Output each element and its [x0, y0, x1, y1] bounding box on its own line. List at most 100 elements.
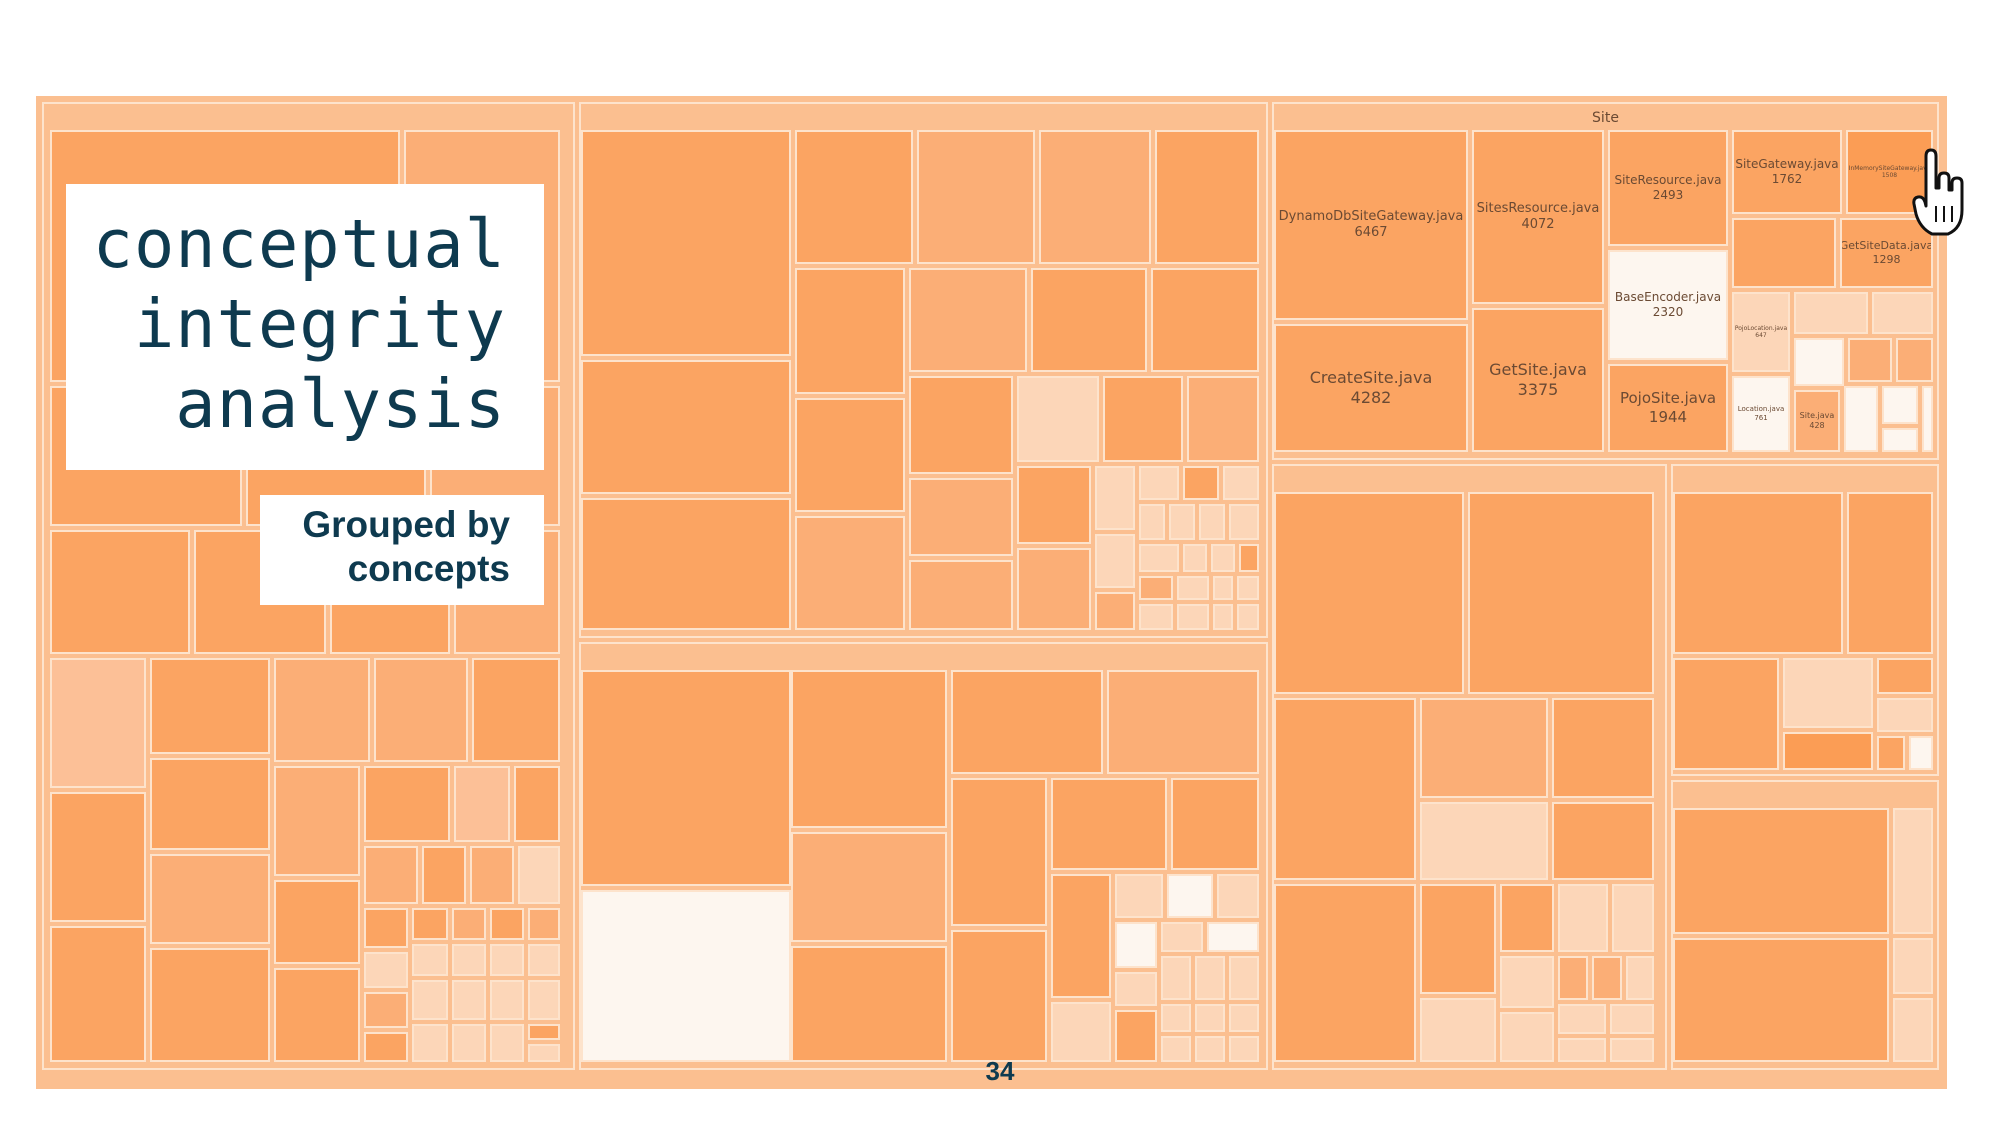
site-file-pojolocation[interactable]: PojoLocation.java 647 — [1732, 292, 1790, 372]
treemap-cell[interactable] — [1848, 338, 1892, 382]
treemap-cell[interactable] — [452, 980, 486, 1020]
site-file-location[interactable]: Location.java 761 — [1732, 376, 1790, 452]
treemap-cell[interactable] — [472, 658, 560, 762]
treemap-cell[interactable] — [1139, 504, 1165, 540]
treemap-cell[interactable] — [1229, 1036, 1259, 1062]
treemap-cell[interactable] — [1882, 386, 1918, 424]
treemap-cell[interactable] — [1223, 466, 1259, 500]
treemap-cell[interactable] — [1896, 338, 1933, 382]
treemap-cell[interactable] — [1552, 698, 1654, 798]
treemap-cell[interactable] — [1139, 544, 1179, 572]
treemap-cell[interactable] — [1500, 1012, 1554, 1062]
treemap-cell[interactable] — [1909, 736, 1933, 770]
treemap-cell[interactable] — [1877, 736, 1905, 770]
treemap-cell[interactable] — [1844, 386, 1878, 452]
treemap-cell[interactable] — [909, 268, 1027, 372]
treemap-cell[interactable] — [1169, 504, 1195, 540]
treemap-cell[interactable] — [1115, 972, 1157, 1006]
treemap-cell[interactable] — [1039, 130, 1151, 264]
treemap-cell[interactable] — [581, 670, 791, 886]
site-file-getsitedata[interactable]: GetSiteData.java 1298 — [1840, 218, 1933, 288]
treemap-cell[interactable] — [1592, 956, 1622, 1000]
treemap-cell[interactable] — [452, 944, 486, 976]
treemap-cell[interactable] — [1167, 874, 1213, 918]
treemap-cell[interactable] — [795, 268, 905, 394]
treemap-cell[interactable] — [1274, 492, 1464, 694]
treemap-cell[interactable] — [1274, 698, 1416, 880]
site-file-createsite[interactable]: CreateSite.java 4282 — [1274, 324, 1468, 452]
treemap-cell[interactable] — [951, 670, 1103, 774]
treemap-cell[interactable] — [1558, 884, 1608, 952]
treemap-cell[interactable] — [452, 1024, 486, 1062]
treemap-cell[interactable] — [791, 670, 947, 828]
treemap-cell[interactable] — [1794, 338, 1844, 386]
treemap-cell[interactable] — [795, 516, 905, 630]
treemap-cell[interactable] — [150, 758, 270, 850]
treemap-cell[interactable] — [1420, 802, 1548, 880]
treemap-cell[interactable] — [364, 1032, 408, 1062]
treemap-cell[interactable] — [1237, 576, 1259, 600]
treemap-cell[interactable] — [364, 766, 450, 842]
treemap-cell[interactable] — [1893, 998, 1933, 1062]
treemap-cell[interactable] — [1922, 386, 1933, 452]
treemap-cell[interactable] — [1558, 956, 1588, 1000]
treemap-cell[interactable] — [1626, 956, 1654, 1000]
treemap-cell[interactable] — [581, 498, 791, 630]
treemap-cell[interactable] — [364, 992, 408, 1028]
treemap-cell[interactable] — [1847, 492, 1933, 654]
treemap-cell[interactable] — [1017, 548, 1091, 630]
treemap-cell[interactable] — [150, 854, 270, 944]
treemap-cell[interactable] — [791, 946, 947, 1062]
treemap-cell[interactable] — [452, 908, 486, 940]
treemap-cell[interactable] — [1420, 698, 1548, 798]
treemap-cell[interactable] — [1558, 1038, 1606, 1062]
treemap-cell[interactable] — [274, 658, 370, 762]
treemap-cell[interactable] — [1552, 802, 1654, 880]
treemap-cell[interactable] — [1237, 604, 1259, 630]
treemap-cell[interactable] — [422, 846, 466, 904]
treemap-cell[interactable] — [514, 766, 560, 842]
treemap-cell[interactable] — [1882, 428, 1918, 452]
treemap-cell[interactable] — [1115, 874, 1163, 918]
treemap-cell[interactable] — [1229, 1004, 1259, 1032]
treemap-cell[interactable] — [1610, 1038, 1654, 1062]
treemap-cell[interactable] — [412, 944, 448, 976]
treemap-cell[interactable] — [1171, 778, 1259, 870]
treemap-cell[interactable] — [909, 376, 1013, 474]
treemap-cell[interactable] — [490, 944, 524, 976]
treemap-cell[interactable] — [454, 766, 510, 842]
treemap-cell[interactable] — [1051, 874, 1111, 998]
treemap-cell[interactable] — [1103, 376, 1183, 462]
treemap-cell[interactable] — [1177, 604, 1209, 630]
treemap-cell[interactable] — [274, 766, 360, 876]
treemap-cell[interactable] — [1115, 1010, 1157, 1062]
treemap-cell[interactable] — [1217, 874, 1259, 918]
treemap-cell[interactable] — [50, 530, 190, 654]
treemap-cell[interactable] — [528, 980, 560, 1020]
treemap-cell[interactable] — [1673, 808, 1889, 934]
treemap-cell[interactable] — [1783, 732, 1873, 770]
treemap-cell[interactable] — [50, 658, 146, 788]
treemap-cell[interactable] — [1195, 1036, 1225, 1062]
treemap-cell[interactable] — [909, 478, 1013, 556]
treemap-cell[interactable] — [581, 360, 791, 494]
treemap-cell[interactable] — [1783, 658, 1873, 728]
treemap-cell[interactable] — [274, 880, 360, 964]
treemap-cell[interactable] — [1139, 466, 1179, 500]
treemap-cell[interactable] — [1500, 956, 1554, 1008]
site-file-pojosite[interactable]: PojoSite.java 1944 — [1608, 364, 1728, 452]
treemap-cell[interactable] — [1673, 938, 1889, 1062]
treemap-cell[interactable] — [412, 980, 448, 1020]
treemap-cell[interactable] — [1610, 1004, 1654, 1034]
treemap-cell[interactable] — [1161, 1036, 1191, 1062]
treemap-cell[interactable] — [1229, 504, 1259, 540]
treemap-cell[interactable] — [1161, 922, 1203, 952]
treemap-cell[interactable] — [1139, 604, 1173, 630]
treemap-cell[interactable] — [50, 792, 146, 922]
treemap-cell[interactable] — [1673, 492, 1843, 654]
site-file-dynamodbsitegateway[interactable]: DynamoDbSiteGateway.java 6467 — [1274, 130, 1468, 320]
treemap-cell[interactable] — [150, 948, 270, 1062]
treemap-cell[interactable] — [909, 560, 1013, 630]
treemap-cell[interactable] — [1115, 922, 1157, 968]
site-file-baseencoder[interactable]: BaseEncoder.java 2320 — [1608, 250, 1728, 360]
